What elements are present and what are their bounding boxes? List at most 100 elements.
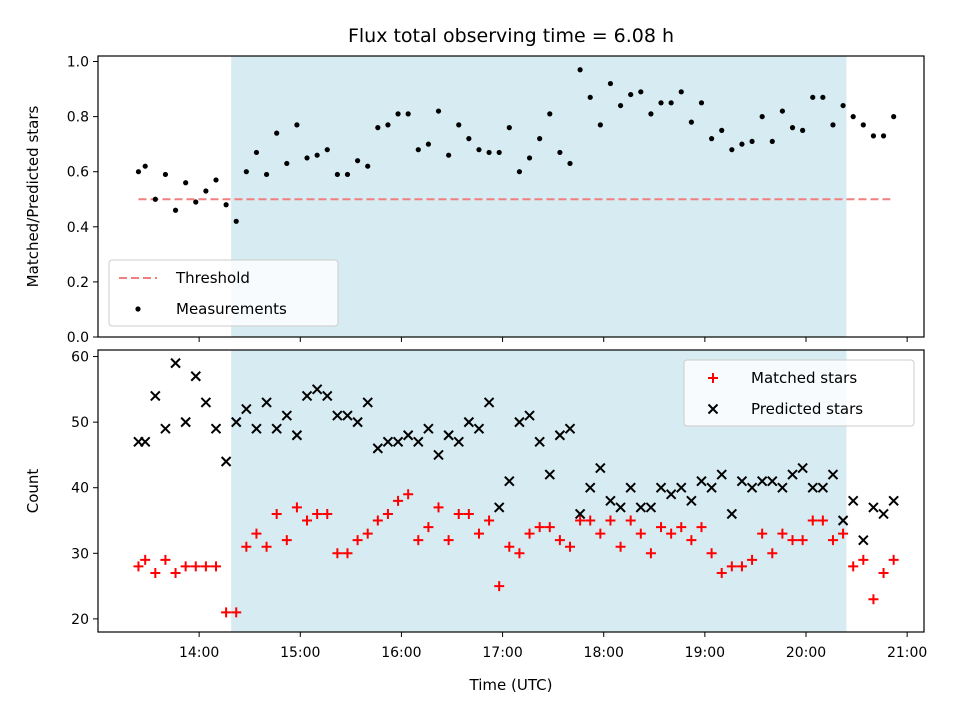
- data-point: [587, 94, 593, 100]
- data-point: [688, 119, 694, 125]
- data-point: [615, 502, 626, 513]
- data-point: [453, 436, 464, 448]
- data-point: [142, 163, 148, 169]
- data-point: [200, 397, 212, 408]
- data-point: [686, 495, 697, 507]
- data-point: [312, 508, 323, 519]
- data-point: [334, 171, 340, 178]
- data-point: [524, 410, 535, 421]
- data-point: [628, 91, 634, 98]
- y-axis-label: Matched/Predicted stars: [24, 106, 42, 288]
- data-point: [585, 515, 596, 526]
- data-point: [425, 141, 431, 147]
- data-point: [838, 528, 849, 539]
- data-point: [223, 202, 229, 208]
- data-point: [362, 397, 373, 408]
- data-point: [352, 416, 363, 428]
- legend-label: Threshold: [175, 269, 250, 287]
- data-point: [453, 508, 464, 519]
- data-point: [848, 561, 859, 572]
- data-point: [696, 522, 707, 533]
- data-point: [415, 147, 421, 153]
- y-tick-label: 40: [71, 481, 89, 497]
- data-point: [807, 515, 818, 526]
- data-point: [870, 133, 877, 139]
- data-point: [575, 515, 586, 526]
- data-point: [352, 535, 363, 546]
- data-point: [678, 89, 684, 95]
- data-point: [706, 482, 717, 493]
- data-point: [291, 430, 303, 441]
- data-point: [506, 125, 512, 131]
- y-tick-label: 20: [71, 612, 89, 628]
- data-point: [220, 456, 232, 467]
- legend-box: [108, 259, 339, 327]
- data-point: [190, 371, 201, 382]
- data-point: [827, 535, 838, 546]
- x-tick-label: 17:00: [482, 645, 522, 661]
- data-point: [696, 475, 707, 487]
- x-tick-label: 20:00: [786, 645, 826, 661]
- data-point: [830, 122, 836, 128]
- data-point: [777, 528, 788, 539]
- data-point: [840, 102, 846, 109]
- data-point: [878, 567, 889, 578]
- data-point: [393, 495, 404, 506]
- data-point: [231, 416, 242, 428]
- data-point: [355, 158, 361, 164]
- data-point: [709, 136, 715, 142]
- legend: Threshold Measurements: [108, 259, 339, 327]
- data-point: [504, 475, 515, 487]
- axes-frame: [97, 349, 925, 633]
- data-point: [868, 502, 879, 513]
- data-point: [311, 384, 323, 395]
- data-point: [607, 80, 614, 87]
- data-point: [180, 416, 191, 428]
- x-tick-label: 19:00: [685, 645, 725, 661]
- data-point: [777, 482, 788, 493]
- data-point: [405, 111, 411, 117]
- series-matched-stars: [133, 489, 899, 618]
- data-point: [858, 554, 869, 565]
- data-point: [524, 528, 535, 539]
- legend-label: Measurements: [176, 300, 287, 318]
- data-point: [729, 147, 735, 153]
- data-point: [716, 567, 727, 578]
- data-point: [544, 469, 555, 480]
- data-point: [281, 410, 293, 421]
- data-point: [645, 548, 656, 559]
- data-point: [514, 416, 525, 428]
- data-point: [645, 502, 657, 513]
- data-point: [676, 482, 687, 493]
- data-point: [392, 436, 404, 448]
- data-point: [817, 482, 829, 493]
- data-point: [160, 423, 171, 434]
- data-point: [456, 122, 462, 128]
- data-point: [656, 522, 667, 533]
- data-point: [203, 188, 209, 194]
- x-axis-label: Time (UTC): [469, 676, 553, 694]
- data-point: [190, 561, 201, 572]
- data-point: [577, 67, 583, 73]
- data-point: [344, 171, 351, 178]
- data-point: [706, 548, 717, 559]
- data-point: [243, 169, 249, 175]
- data-point: [322, 508, 333, 519]
- data-point: [251, 423, 262, 434]
- legend-label: Matched stars: [751, 369, 857, 387]
- data-point: [231, 607, 242, 618]
- data-point: [597, 122, 603, 128]
- data-point: [554, 430, 566, 441]
- series-measurements: [135, 67, 897, 224]
- data-point: [281, 535, 292, 546]
- x-tick-label: 21:00: [887, 645, 927, 661]
- data-point: [686, 535, 697, 546]
- data-point: [827, 469, 839, 480]
- data-point: [605, 495, 616, 507]
- count-panel: 20 30 40 50 60 14:00 15:00 16:00 17:00 18:00 19:00…: [24, 349, 927, 694]
- data-point: [655, 482, 667, 493]
- data-point: [170, 567, 181, 578]
- data-point: [294, 122, 300, 128]
- data-point: [767, 475, 778, 487]
